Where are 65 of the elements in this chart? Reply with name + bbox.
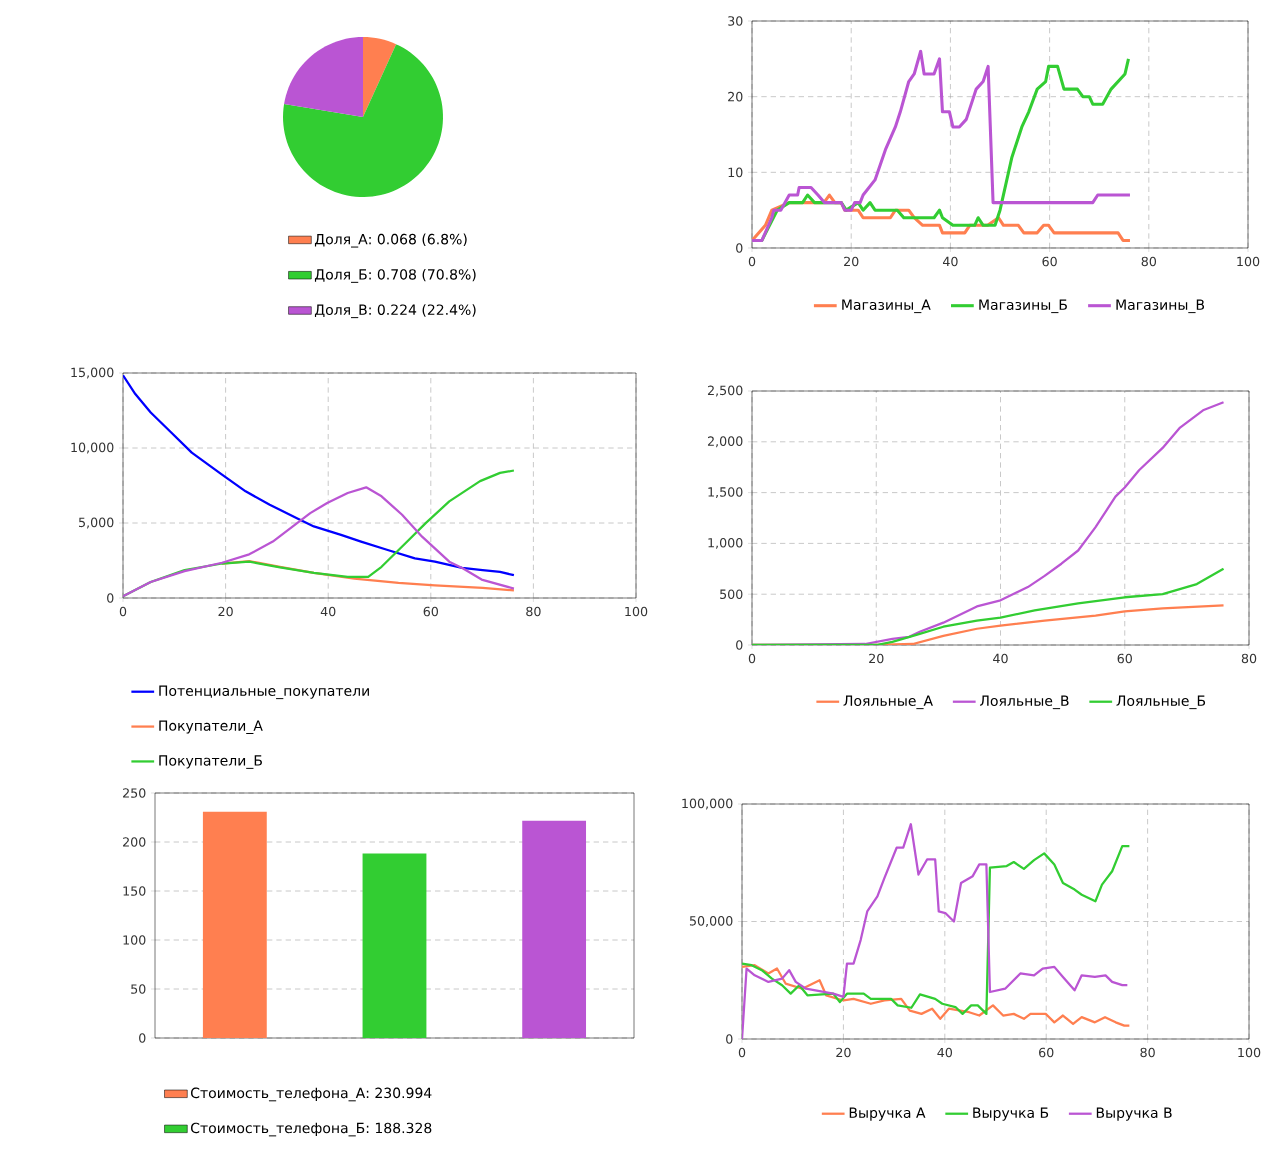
y-tick-label: 150 [123, 886, 146, 896]
line-series [752, 567, 1225, 645]
legend-label: Лояльные_В [979, 695, 1069, 710]
y-tick-label: 10,000 [71, 442, 114, 454]
y-tick-label: 0 [107, 593, 114, 603]
legend-label: Стоимость_телефона_А: 230.994 [191, 1087, 432, 1102]
y-tick-label: 0 [736, 243, 743, 253]
line-series [742, 844, 1131, 1016]
x-tick-label: 40 [993, 653, 1008, 664]
x-tick-label: 20 [218, 606, 233, 617]
x-tick-label: 60 [423, 606, 439, 617]
x-tick-label: 80 [1241, 653, 1257, 664]
y-tick-label: 250 [123, 788, 146, 798]
y-tick-label: 5,000 [79, 517, 114, 529]
legend-label: Потенциальные_покупатели [159, 685, 369, 700]
y-tick-label: 2,000 [707, 436, 743, 448]
x-tick-label: 40 [320, 606, 336, 617]
x-tick-label: 60 [1042, 256, 1057, 267]
legend-label: Магазины_Б [979, 299, 1067, 314]
y-tick-label: 0 [726, 1034, 733, 1044]
y-tick-label: 20 [728, 91, 743, 102]
legend-label: Доля_А: 0.068 (6.8%) [314, 233, 467, 248]
x-tick-label: 80 [1141, 256, 1157, 267]
x-tick-label: 40 [937, 1047, 953, 1058]
y-tick-label: 2,500 [707, 385, 743, 397]
x-tick-label: 0 [748, 256, 756, 267]
line-series [742, 964, 1131, 1027]
legend-label: Лояльные_А [843, 695, 933, 710]
y-tick-label: 1,500 [708, 487, 743, 499]
y-tick-label: 50 [131, 984, 146, 994]
x-tick-label: 20 [869, 653, 884, 664]
y-tick-label: 100,000 [682, 798, 733, 810]
legend-label: Доля_Б: 0.708 (70.8%) [314, 268, 476, 283]
legend-label: Доля_В: 0.224 (22.4%) [314, 304, 476, 319]
legend-label: Лояльные_Б [1116, 695, 1206, 710]
x-tick-label: 60 [1117, 653, 1132, 664]
y-tick-label: 50,000 [689, 916, 733, 927]
legend-label: Выручка В [1096, 1107, 1172, 1121]
x-tick-label: 40 [942, 256, 958, 267]
y-tick-label: 200 [123, 837, 146, 847]
x-tick-label: 100 [1237, 256, 1260, 267]
y-tick-label: 10 [728, 167, 743, 178]
x-tick-label: 80 [1140, 1047, 1155, 1058]
x-tick-label: 100 [625, 606, 648, 617]
x-tick-label: 100 [1238, 1047, 1261, 1058]
line-series [123, 374, 516, 577]
y-tick-label: 1,000 [708, 537, 743, 549]
legend-label: Выручка Б [973, 1107, 1049, 1121]
x-tick-label: 20 [844, 256, 859, 267]
legend-label: Стоимость_телефона_Б: 188.328 [191, 1122, 432, 1137]
legend-label: Покупатели_А [159, 720, 263, 734]
legend-label: Покупатели_Б [159, 755, 262, 769]
y-tick-label: 15,000 [71, 367, 114, 379]
y-tick-label: 500 [720, 589, 743, 599]
x-tick-label: 0 [748, 653, 756, 664]
x-tick-label: 60 [1039, 1047, 1054, 1058]
y-tick-label: 30 [728, 16, 743, 26]
legend-label: Магазины_А [842, 299, 931, 314]
x-tick-label: 20 [836, 1047, 851, 1058]
y-tick-label: 0 [736, 640, 743, 650]
y-tick-label: 0 [139, 1033, 146, 1043]
legend-label: Выручка А [849, 1107, 926, 1121]
legend-label: Магазины_В [1116, 299, 1205, 314]
x-tick-label: 80 [526, 606, 541, 617]
y-tick-label: 100 [123, 935, 146, 945]
